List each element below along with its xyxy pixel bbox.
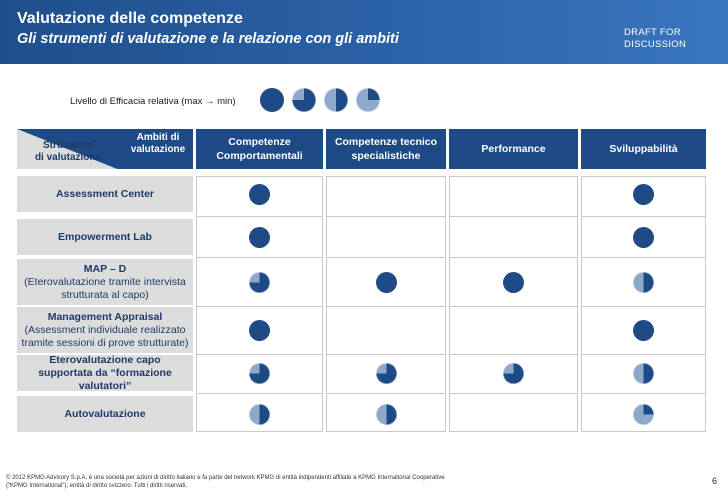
grid-divider: [326, 306, 446, 307]
grid-divider: [449, 216, 578, 217]
column-header-line: specialistiche: [351, 150, 421, 162]
column-header-line: Performance: [481, 143, 546, 155]
page-title: Valutazione delle competenze: [17, 10, 243, 27]
grid-divider: [196, 216, 323, 217]
rating-pie-icon: [248, 183, 270, 205]
column-cell-1: [196, 176, 323, 432]
column-header-performance: Performance: [449, 129, 578, 169]
grid-divider: [581, 306, 706, 307]
rating-pie-icon: [248, 319, 270, 341]
rating-pie-icon: [248, 403, 270, 425]
draft-badge: DRAFT FOR DISCUSSION: [624, 27, 686, 51]
grid-divider: [449, 393, 578, 394]
legend-pie-full-icon: [260, 88, 284, 112]
column-header-competenze-comportamentali: Competenze Comportamentali: [196, 129, 323, 169]
row-label-empowerment-lab: Empowerment Lab: [17, 219, 193, 255]
grid-divider: [196, 257, 323, 258]
grid-divider: [449, 354, 578, 355]
corner-top-line-1: Ambiti di: [136, 132, 180, 143]
rating-pie-icon: [632, 271, 654, 293]
row-label-autovalutazione: Autovalutazione: [17, 396, 193, 432]
row-label-title: MAP – D: [83, 262, 127, 275]
corner-label-strumento: Strumento di valutazione: [23, 140, 113, 164]
rating-pie-icon: [632, 403, 654, 425]
rating-pie-icon: [248, 362, 270, 384]
column-header-line: Competenze tecnico: [334, 136, 438, 148]
draft-line-2: DISCUSSION: [624, 39, 687, 50]
rating-pie-icon: [248, 271, 270, 293]
grid-divider: [581, 257, 706, 258]
corner-bottom-line-2: di valutazione: [34, 152, 102, 163]
row-label-map-d: MAP – D (Eterovalutazione tramite interv…: [17, 259, 193, 305]
page-number: 6: [712, 476, 718, 486]
draft-line-1: DRAFT FOR: [624, 27, 681, 38]
grid-divider: [326, 216, 446, 217]
rating-pie-icon: [375, 403, 397, 425]
column-header-sviluppabilita: Sviluppabilità: [581, 129, 706, 169]
row-label-detail: (Assessment individuale realizzato trami…: [21, 323, 189, 349]
grid-divider: [196, 393, 323, 394]
column-cell-2: [326, 176, 446, 432]
row-label-title: Empowerment Lab: [58, 230, 152, 243]
legend-label: Livello di Efficacia relativa (max → min…: [70, 96, 236, 107]
header-bar: Valutazione delle competenze Gli strumen…: [0, 0, 728, 64]
rating-pie-icon: [632, 226, 654, 248]
rating-pie-icon: [502, 271, 524, 293]
table-corner-header: Ambiti di valutazione Strumento di valut…: [17, 129, 193, 169]
column-header-line: Comportamentali: [216, 150, 303, 162]
row-label-detail: (Eterovalutazione tramite intervista str…: [24, 275, 186, 301]
grid-divider: [449, 257, 578, 258]
rating-pie-icon: [632, 319, 654, 341]
rating-pie-icon: [375, 271, 397, 293]
column-header-competenze-tecnico: Competenze tecnico specialistiche: [326, 129, 446, 169]
grid-divider: [449, 306, 578, 307]
column-cell-3: [449, 176, 578, 432]
grid-divider: [326, 257, 446, 258]
corner-label-ambiti: Ambiti di valutazione: [127, 132, 189, 156]
column-cell-4: [581, 176, 706, 432]
row-label-title: Eterovalutazione capo supportata da “for…: [38, 353, 172, 392]
corner-bottom-line-1: Strumento: [43, 140, 93, 151]
grid-divider: [326, 354, 446, 355]
grid-divider: [581, 393, 706, 394]
rating-pie-icon: [375, 362, 397, 384]
legend-pie-quarter-icon: [356, 88, 380, 112]
row-label-management-appraisal: Management Appraisal (Assessment individ…: [17, 307, 193, 353]
legend-pie-half-icon: [324, 88, 348, 112]
grid-divider: [581, 354, 706, 355]
grid-divider: [581, 216, 706, 217]
footer-copyright: © 2012 KPMG Advisory S.p.A. è una societ…: [6, 475, 445, 489]
corner-top-line-2: valutazione: [130, 144, 186, 155]
column-header-line: Sviluppabilità: [609, 143, 678, 155]
row-label-assessment-center: Assessment Center: [17, 176, 193, 212]
row-label-title: Assessment Center: [55, 187, 155, 200]
legend-pie-three-quarter-icon: [292, 88, 316, 112]
column-header-line: Competenze: [228, 136, 291, 148]
rating-pie-icon: [248, 226, 270, 248]
row-label-eterovalutazione-capo: Eterovalutazione capo supportata da “for…: [17, 353, 193, 392]
row-label-title: Autovalutazione: [64, 407, 146, 420]
rating-pie-icon: [632, 183, 654, 205]
rating-pie-icon: [502, 362, 524, 384]
grid-divider: [196, 306, 323, 307]
page-subtitle: Gli strumenti di valutazione e la relazi…: [17, 31, 399, 47]
corner-diagonal-split: [17, 129, 193, 169]
grid-divider: [326, 393, 446, 394]
row-label-title: Management Appraisal: [47, 310, 163, 323]
rating-pie-icon: [632, 362, 654, 384]
grid-divider: [196, 354, 323, 355]
